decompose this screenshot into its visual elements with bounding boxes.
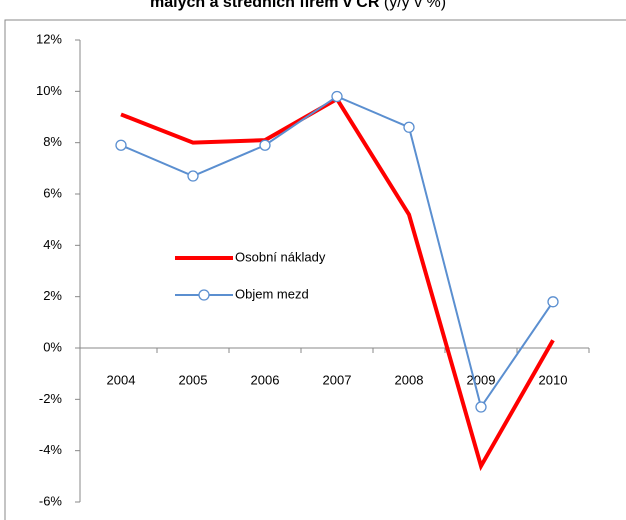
y-tick-label: -2% (39, 391, 63, 406)
marker (115, 139, 127, 151)
marker (187, 170, 199, 182)
marker (475, 401, 487, 413)
legend-label: Osobní náklady (235, 249, 326, 264)
chart-frame (4, 19, 626, 520)
x-tick-label: 2008 (395, 372, 424, 387)
y-tick-label: 12% (36, 31, 62, 46)
y-tick-label: 2% (43, 288, 62, 303)
legend-marker (198, 289, 210, 301)
x-tick-label: 2004 (107, 372, 136, 387)
marker (403, 121, 415, 133)
y-tick-label: -6% (39, 493, 63, 508)
series-line (120, 96, 555, 472)
x-tick-label: 2006 (251, 372, 280, 387)
y-tick-label: 0% (43, 339, 62, 354)
y-tick-label: 8% (43, 134, 62, 149)
y-tick-label: 4% (43, 237, 62, 252)
x-tick-label: 2009 (467, 372, 496, 387)
marker (331, 90, 343, 103)
chart-subtitle: (y/y v %) (384, 0, 446, 11)
legend-label: Objem mezd (235, 286, 309, 301)
x-tick-label: 2010 (539, 372, 568, 387)
marker (547, 296, 559, 308)
y-tick-label: 10% (36, 83, 62, 98)
y-tick-label: 6% (43, 185, 62, 200)
title-line: malých a středních firem v ČR (y/y v %) (150, 0, 446, 11)
series-line (120, 95, 554, 410)
marker (259, 139, 271, 151)
chart-title: malých a středních firem v ČR (150, 0, 380, 11)
y-tick-label: -4% (39, 442, 63, 457)
x-tick-label: 2005 (179, 372, 208, 387)
x-tick-label: 2007 (323, 372, 352, 387)
